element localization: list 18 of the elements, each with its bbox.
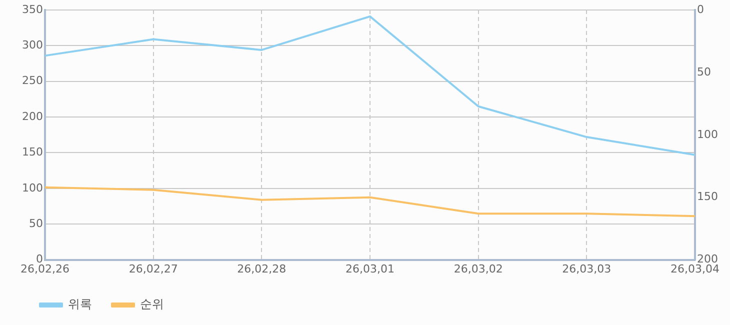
y-tick-label: 300	[22, 38, 43, 52]
y-tick-label: 150	[22, 146, 43, 159]
x-tick-label: 26,02,27	[128, 262, 178, 276]
y-tick-label: 250	[22, 74, 43, 88]
x-tick-label: 26,03,02	[454, 262, 503, 276]
x-tick-label: 26,03,03	[562, 262, 612, 276]
y2-tick-label: 50	[697, 65, 712, 78]
x-tick-label: 26,03,01	[346, 262, 394, 276]
y2-tick-label: 100	[697, 128, 718, 141]
y-tick-label: 200	[22, 110, 43, 123]
y2-tick-label: 0	[697, 2, 704, 16]
x-tick-label: 26,02,28	[237, 262, 286, 276]
y-tick-label: 50	[28, 216, 43, 230]
legend-label: 위록	[68, 297, 92, 312]
y2-tick-label: 150	[697, 190, 718, 204]
y-tick-label: 350	[22, 2, 43, 16]
y-tick-label: 100	[22, 181, 43, 194]
legend-label: 순위	[140, 297, 164, 312]
